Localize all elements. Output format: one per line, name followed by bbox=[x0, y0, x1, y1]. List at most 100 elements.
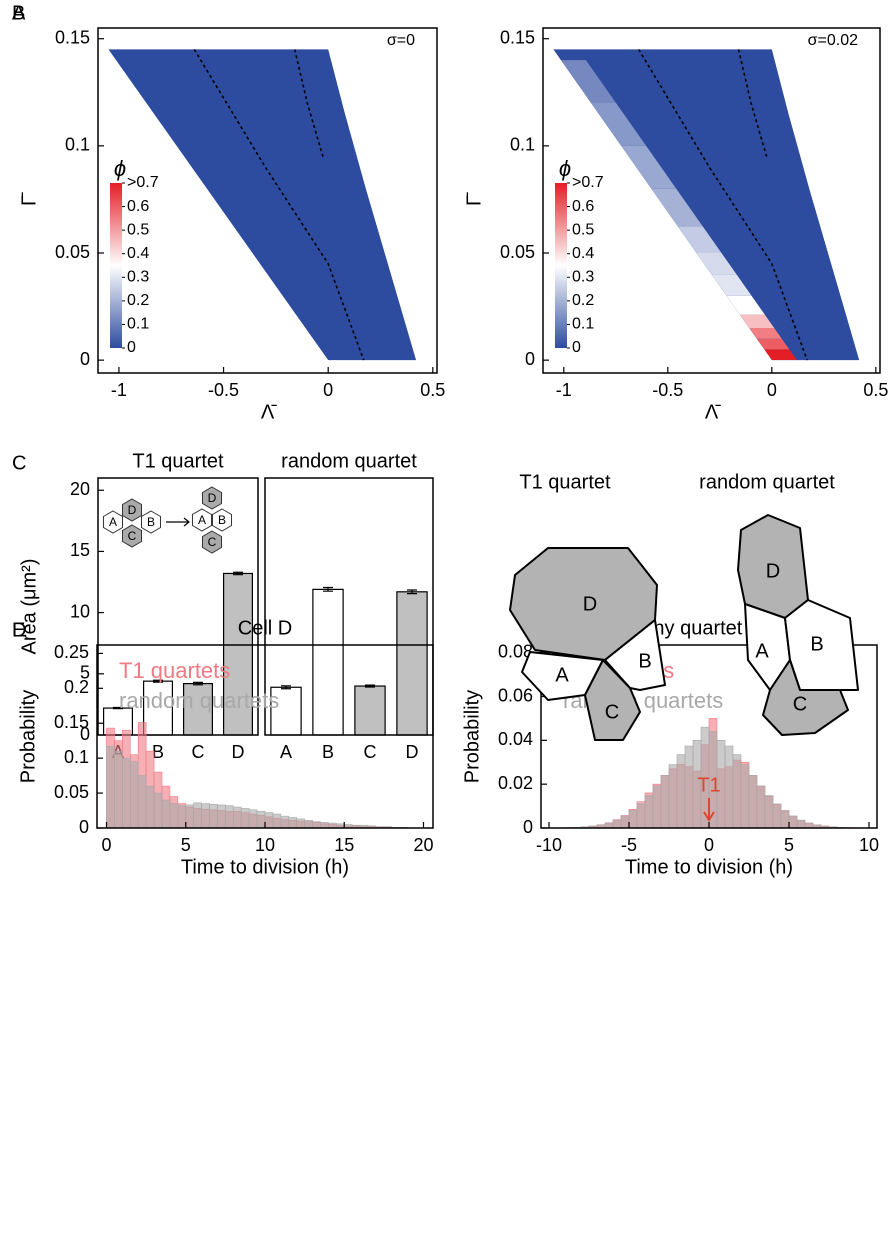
x-tick-label: 5 bbox=[784, 835, 794, 855]
hist-bar bbox=[604, 822, 614, 829]
cell-label: C bbox=[793, 693, 807, 715]
cell-label: B bbox=[810, 633, 823, 655]
y-tick-label: 0.06 bbox=[498, 685, 533, 705]
hist-bar bbox=[304, 820, 313, 829]
inset-label: B bbox=[147, 515, 155, 529]
hist-bar bbox=[288, 817, 297, 829]
x-tick-label: 0.5 bbox=[420, 380, 445, 400]
panel-label: A bbox=[12, 2, 26, 24]
colorbar-tick-label: 0.6 bbox=[127, 198, 149, 215]
colorbar-title: ϕ bbox=[559, 156, 571, 181]
inset-label: D bbox=[208, 491, 217, 505]
chart-title: Any quartet cell bbox=[640, 617, 778, 639]
y-tick-label: 0.05 bbox=[55, 242, 90, 262]
bar bbox=[223, 572, 254, 736]
y-tick-label: 0 bbox=[525, 349, 535, 369]
diagram-title: random quartet bbox=[699, 471, 835, 493]
x-tick-label: -1 bbox=[111, 380, 127, 400]
y-tick-label: 0.15 bbox=[500, 27, 535, 47]
y-axis-label: Γ̄ bbox=[463, 192, 485, 206]
phi-cell bbox=[711, 274, 752, 296]
error-bar bbox=[323, 586, 333, 592]
colorbar-tick-label: 0.3 bbox=[572, 269, 594, 286]
hist-bar bbox=[684, 745, 694, 829]
hist-bar bbox=[772, 803, 782, 829]
y-tick-label: 0.05 bbox=[54, 782, 89, 802]
y-tick-label: 20 bbox=[70, 479, 90, 499]
cell-label: B bbox=[638, 650, 651, 672]
bar bbox=[354, 685, 386, 736]
y-tick-label: 0.2 bbox=[64, 677, 89, 697]
error-bar bbox=[407, 589, 417, 595]
cell-label: A bbox=[555, 664, 569, 686]
hist-bar bbox=[620, 815, 630, 829]
hist-bar bbox=[748, 775, 758, 829]
contour-line bbox=[193, 49, 365, 361]
hist-bar bbox=[272, 813, 282, 829]
colorbar-tick-label: >0.7 bbox=[572, 174, 604, 191]
inset-cell bbox=[121, 498, 143, 522]
colorbar-tick-label: 0 bbox=[127, 339, 136, 356]
phi-cell bbox=[621, 145, 677, 189]
cell bbox=[584, 659, 641, 741]
y-tick-label: 0 bbox=[79, 817, 89, 837]
colorbar-tick-label: 0.4 bbox=[572, 245, 594, 262]
contour-line bbox=[638, 49, 808, 361]
hist-bar bbox=[177, 805, 187, 829]
y-tick-label: 0 bbox=[80, 349, 90, 369]
legend-label: T1 quartets bbox=[119, 658, 230, 683]
x-tick-label: 0 bbox=[323, 380, 333, 400]
colorbar-tick-label: 0.1 bbox=[127, 316, 149, 333]
cell-label: A bbox=[755, 640, 769, 662]
hist-bar bbox=[296, 818, 305, 829]
hist-bar bbox=[644, 795, 654, 829]
bar bbox=[312, 588, 344, 736]
inset-cell bbox=[211, 508, 233, 532]
inset-cell bbox=[140, 510, 162, 534]
x-tick-label: 10 bbox=[859, 835, 879, 855]
hist-bar bbox=[612, 819, 622, 829]
phi-cell bbox=[591, 103, 647, 146]
panel-label: E bbox=[12, 619, 25, 641]
colorbar-tick-label: 0 bbox=[572, 339, 581, 356]
colorbar-tick-label: 0.2 bbox=[127, 292, 149, 309]
hist-bar bbox=[201, 803, 210, 829]
x-tick-label: -1 bbox=[556, 380, 572, 400]
inset-cell bbox=[201, 530, 223, 554]
y-tick-label: 0.25 bbox=[54, 642, 89, 662]
x-tick-label: B bbox=[322, 742, 334, 762]
inset-label: C bbox=[208, 535, 217, 549]
x-tick-label: 10 bbox=[255, 835, 275, 855]
phi-cell bbox=[764, 349, 797, 361]
error-bar bbox=[233, 571, 243, 576]
colorbar-tick-label: 0.4 bbox=[127, 245, 149, 262]
hist-bar bbox=[756, 785, 766, 829]
hist-bar bbox=[652, 785, 662, 829]
hist-bar bbox=[796, 819, 806, 829]
hist-bar bbox=[240, 808, 250, 829]
inset-label: A bbox=[198, 513, 206, 527]
hist-bar bbox=[145, 785, 155, 829]
y-axis-label: Probability bbox=[461, 690, 483, 783]
phi-cell bbox=[749, 328, 782, 339]
y-tick-label: 0.1 bbox=[64, 747, 89, 767]
hist-bar bbox=[233, 806, 242, 829]
phi-cell bbox=[756, 338, 790, 350]
hist-bar bbox=[732, 754, 742, 829]
inset-cell bbox=[102, 510, 124, 534]
y-tick-label: 0 bbox=[523, 817, 533, 837]
hist-bar bbox=[161, 799, 171, 829]
cell bbox=[762, 659, 849, 736]
y-tick-label: 0.15 bbox=[54, 712, 89, 732]
colorbar-tick-label: 0.5 bbox=[572, 221, 594, 238]
error-bar bbox=[113, 706, 123, 710]
colorbar bbox=[555, 183, 567, 348]
hist-bar bbox=[137, 775, 147, 829]
hist-bar bbox=[106, 745, 115, 829]
hist-bar bbox=[264, 812, 274, 829]
cell bbox=[521, 651, 604, 701]
x-tick-label: C bbox=[192, 742, 205, 762]
plot-frame bbox=[540, 644, 878, 829]
hist-bar bbox=[312, 821, 321, 829]
